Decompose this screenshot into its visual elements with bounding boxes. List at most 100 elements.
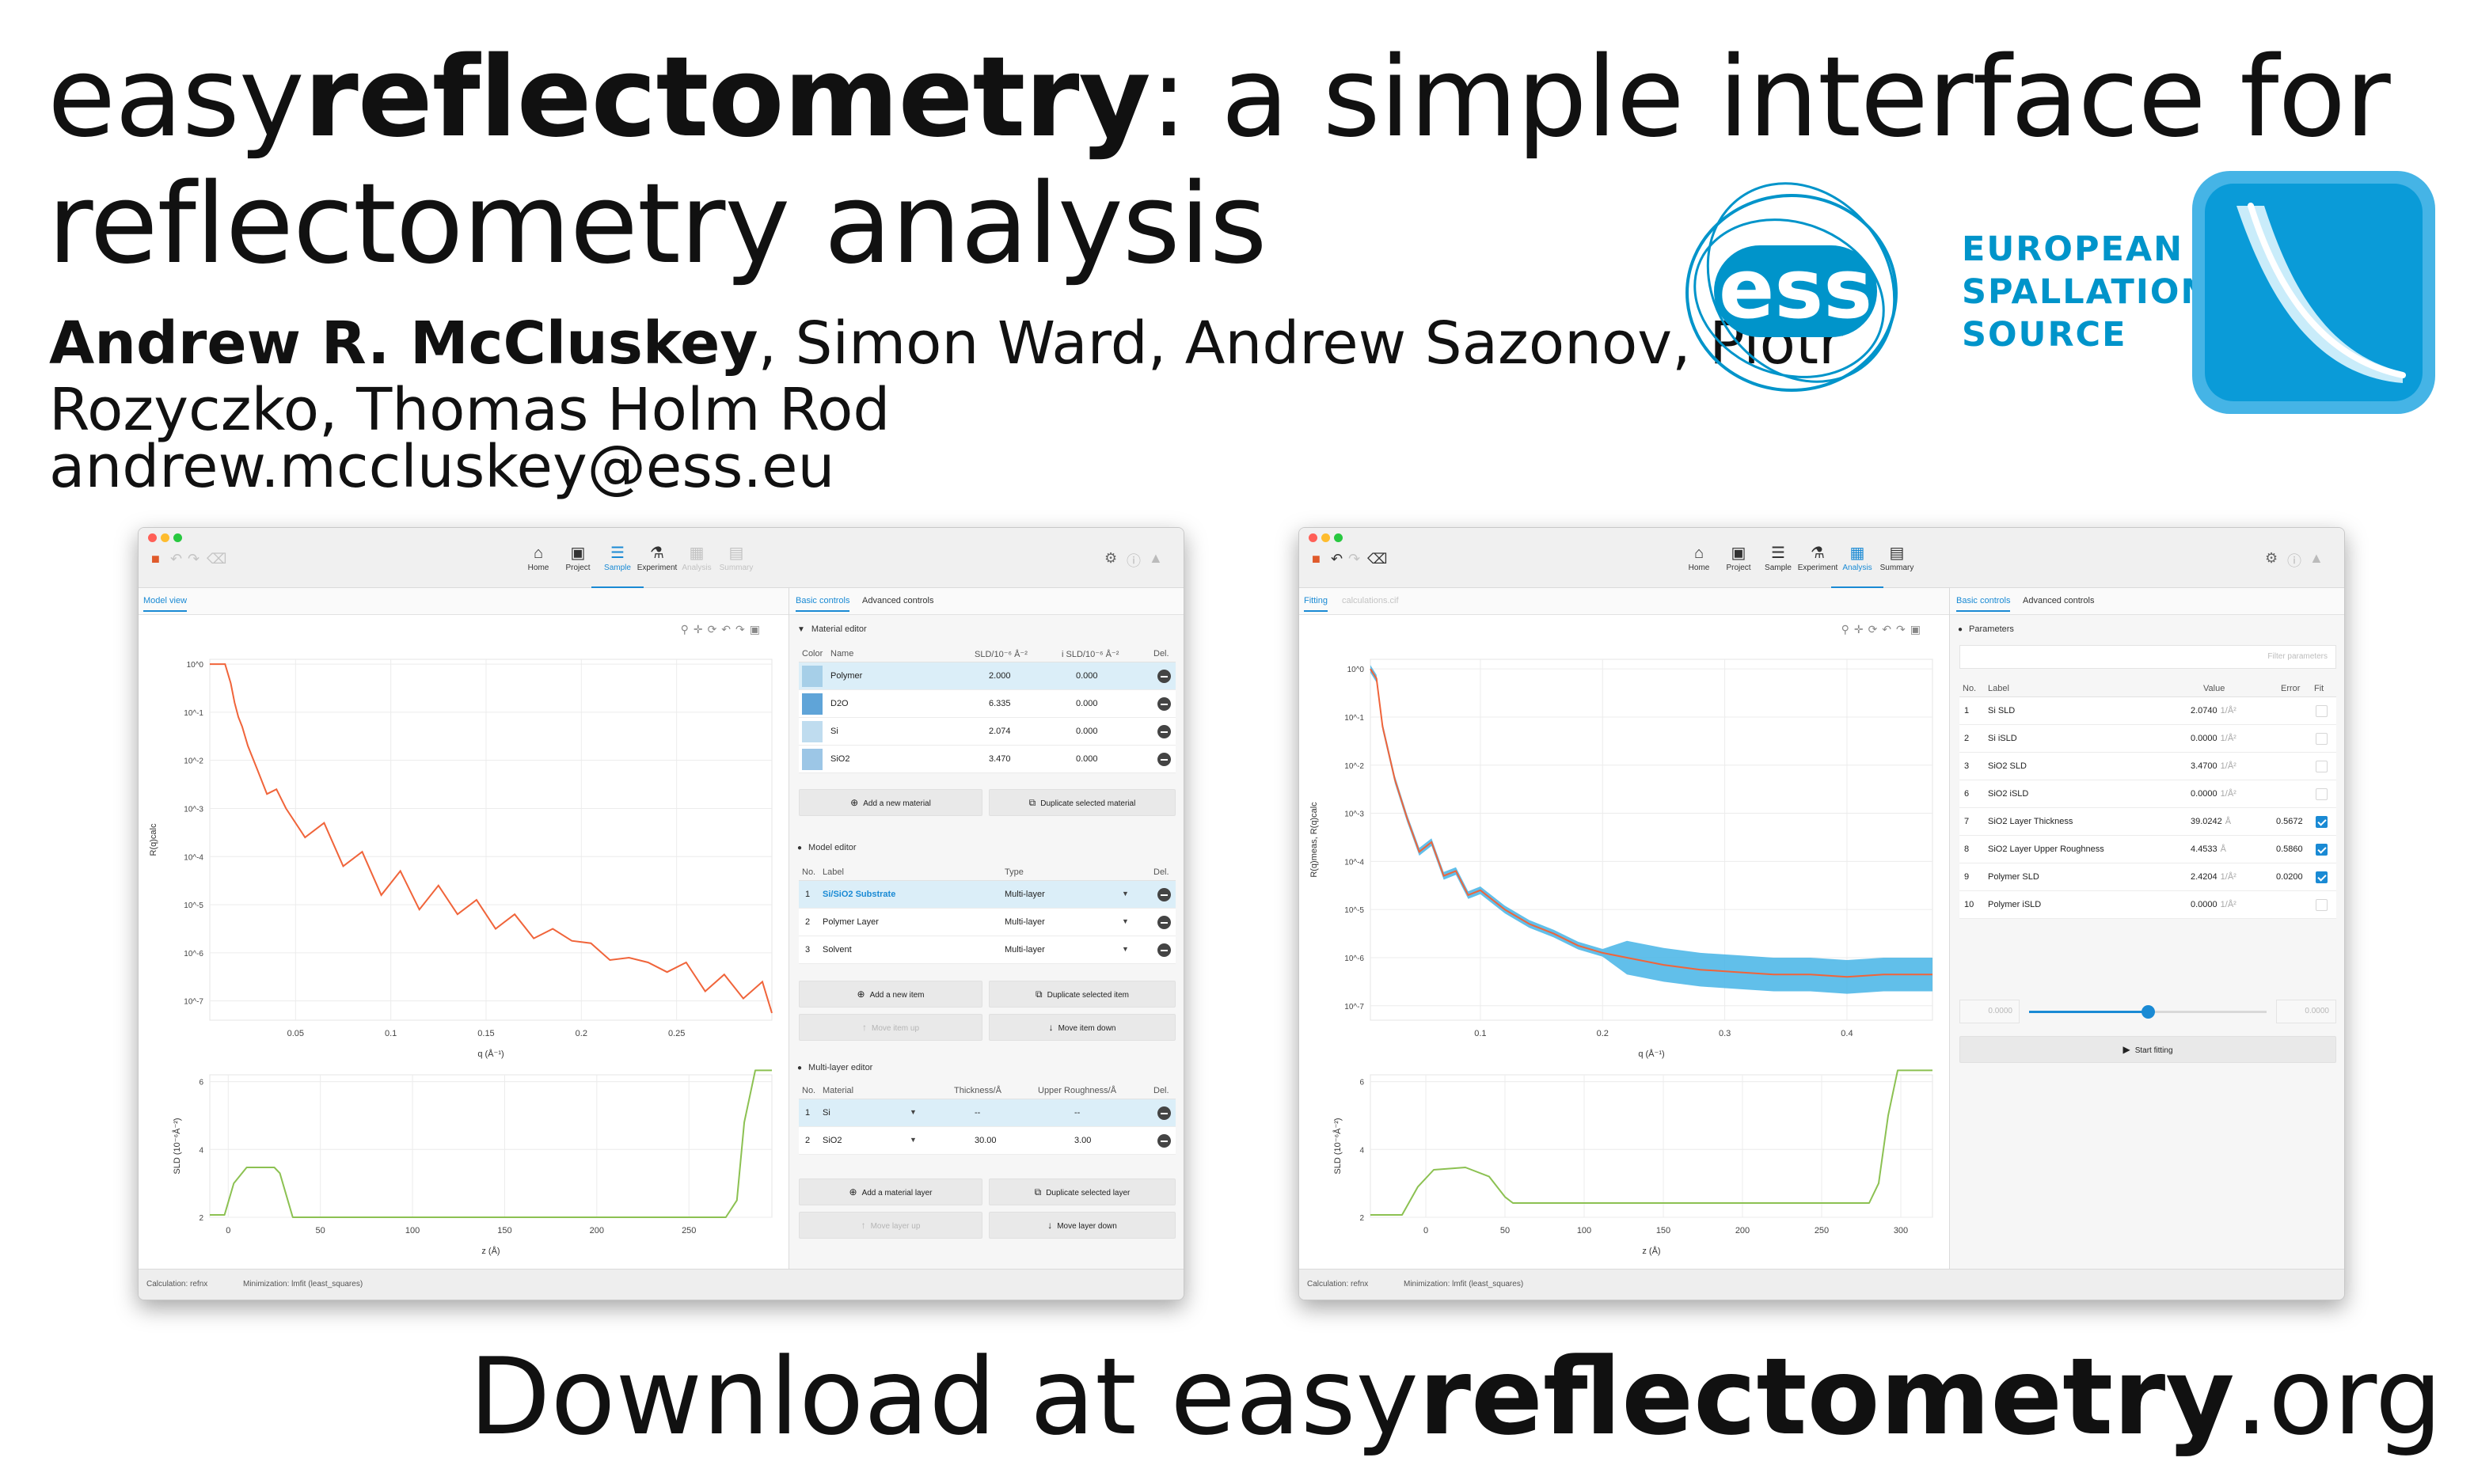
export-icon[interactable]: ▣ bbox=[749, 623, 765, 636]
clear-icon[interactable]: ⌫ bbox=[207, 551, 227, 567]
save-icon[interactable]: ■ bbox=[1312, 551, 1321, 567]
table-row[interactable]: 1 Si SLD 2.0740 1/Å² bbox=[1959, 697, 2336, 725]
tab-experiment[interactable]: ⚗ Experiment bbox=[1792, 539, 1844, 588]
item-type-select[interactable]: Multi-layer bbox=[1005, 945, 1045, 955]
table-row[interactable]: 3 Solvent Multi-layer ▼ bbox=[799, 936, 1176, 964]
tab-fitting[interactable]: Fitting bbox=[1304, 596, 1328, 612]
parameter-label[interactable]: SiO2 iSLD bbox=[1988, 789, 2029, 799]
parameter-slider-handle[interactable] bbox=[2141, 1005, 2155, 1019]
chevron-down-icon[interactable]: ▼ bbox=[1122, 890, 1129, 898]
layer-material-select[interactable]: SiO2 bbox=[823, 1136, 842, 1145]
move-layer-down-button[interactable]: ↓ Move layer down bbox=[989, 1212, 1176, 1239]
material-isld[interactable]: 0.000 bbox=[1076, 754, 1098, 764]
tab-calculations-cif[interactable]: calculations.cif bbox=[1342, 596, 1399, 605]
slider-min-field[interactable]: 0.0000 bbox=[1959, 1000, 2020, 1023]
item-label[interactable]: Polymer Layer bbox=[823, 917, 879, 927]
parameters-title[interactable]: ● Parameters bbox=[1958, 624, 2014, 634]
material-sld[interactable]: 2.000 bbox=[989, 671, 1011, 681]
help-icon[interactable]: ⓘ bbox=[1127, 553, 1141, 569]
clear-icon[interactable]: ⌫ bbox=[1367, 551, 1388, 567]
parameter-value[interactable]: 2.0740 1/Å² bbox=[2191, 706, 2236, 715]
item-type-select[interactable]: Multi-layer bbox=[1005, 917, 1045, 927]
slider-max-field[interactable]: 0.0000 bbox=[2276, 1000, 2336, 1023]
fit-checkbox[interactable] bbox=[2316, 844, 2328, 856]
parameter-value[interactable]: 39.0242 Å bbox=[2191, 817, 2231, 826]
table-row[interactable]: 1 Si ▼ -- -- bbox=[799, 1099, 1176, 1127]
table-row[interactable]: Si 2.074 0.000 bbox=[799, 718, 1176, 746]
tab-advanced-controls[interactable]: Advanced controls bbox=[2023, 596, 2095, 605]
table-row[interactable]: D2O 6.335 0.000 bbox=[799, 690, 1176, 718]
tab-sample[interactable]: ☰ Sample bbox=[591, 539, 644, 588]
chevron-down-icon[interactable]: ▼ bbox=[910, 1108, 917, 1116]
layer-roughness[interactable]: 3.00 bbox=[1074, 1136, 1092, 1145]
undo-icon[interactable]: ↶ bbox=[1331, 551, 1343, 567]
table-row[interactable]: SiO2 3.470 0.000 bbox=[799, 746, 1176, 773]
add-material-button[interactable]: ⊕ Add a new material bbox=[799, 789, 982, 816]
tab-home[interactable]: ⌂ Home bbox=[512, 539, 564, 588]
tab-summary[interactable]: ▤ Summary bbox=[710, 539, 762, 588]
layer-material-select[interactable]: Si bbox=[823, 1108, 830, 1118]
fit-checkbox[interactable] bbox=[2316, 788, 2328, 800]
parameter-error[interactable]: 0.5672 bbox=[2276, 817, 2303, 826]
table-row[interactable]: 2 SiO2 ▼ 30.00 3.00 bbox=[799, 1127, 1176, 1155]
item-type-select[interactable]: Multi-layer bbox=[1005, 890, 1045, 899]
tab-model-view[interactable]: Model view bbox=[143, 596, 188, 612]
item-label[interactable]: Si/SiO2 Substrate bbox=[823, 890, 896, 899]
parameter-number[interactable]: 7 bbox=[1964, 817, 1970, 826]
material-isld[interactable]: 0.000 bbox=[1076, 699, 1098, 708]
layer-roughness[interactable]: -- bbox=[1074, 1108, 1081, 1118]
zoom-icon[interactable]: ⚲ bbox=[680, 623, 694, 636]
undo-view-icon[interactable]: ↶ bbox=[721, 623, 736, 636]
reset-icon[interactable]: ⟳ bbox=[707, 623, 722, 636]
color-swatch[interactable] bbox=[802, 693, 823, 715]
material-name[interactable]: D2O bbox=[830, 699, 849, 708]
tab-project[interactable]: ▣ Project bbox=[552, 539, 604, 588]
parameter-value[interactable]: 3.4700 1/Å² bbox=[2191, 761, 2236, 771]
pan-icon[interactable]: ✛ bbox=[1853, 623, 1868, 636]
fit-checkbox[interactable] bbox=[2316, 899, 2328, 911]
multilayer-editor-title[interactable]: ● Multi-layer editor bbox=[797, 1063, 872, 1072]
material-name[interactable]: SiO2 bbox=[830, 754, 850, 764]
help-icon[interactable]: ⓘ bbox=[2287, 553, 2301, 569]
move-layer-up-button[interactable]: ↑ Move layer up bbox=[799, 1212, 982, 1239]
gear-icon[interactable]: ⚙ bbox=[1104, 550, 1118, 566]
contact-email[interactable]: andrew.mccluskey@ess.eu bbox=[49, 433, 835, 501]
close-window-button[interactable] bbox=[148, 533, 157, 542]
parameter-label[interactable]: Polymer SLD bbox=[1988, 872, 2039, 882]
minimize-window-button[interactable] bbox=[161, 533, 169, 542]
tab-project[interactable]: ▣ Project bbox=[1712, 539, 1765, 588]
pan-icon[interactable]: ✛ bbox=[693, 623, 708, 636]
reset-icon[interactable]: ⟳ bbox=[1868, 623, 1883, 636]
item-number[interactable]: 3 bbox=[805, 945, 811, 955]
delete-icon[interactable] bbox=[1157, 888, 1171, 901]
parameter-label[interactable]: SiO2 SLD bbox=[1988, 761, 2027, 771]
chevron-down-icon[interactable]: ▼ bbox=[910, 1136, 917, 1144]
redo-icon[interactable]: ↷ bbox=[188, 551, 200, 567]
parameter-value[interactable]: 0.0000 1/Å² bbox=[2191, 789, 2236, 799]
parameter-error[interactable]: 0.0200 bbox=[2276, 872, 2303, 882]
add-item-button[interactable]: ⊕ Add a new item bbox=[799, 981, 982, 1008]
tab-analysis[interactable]: ▦ Analysis bbox=[1831, 539, 1883, 588]
parameter-error[interactable]: 0.5860 bbox=[2276, 844, 2303, 854]
minimize-window-button[interactable] bbox=[1321, 533, 1330, 542]
fit-checkbox[interactable] bbox=[2316, 871, 2328, 883]
delete-icon[interactable] bbox=[1157, 697, 1171, 711]
parameter-value[interactable]: 4.4533 Å bbox=[2191, 844, 2226, 854]
save-icon[interactable]: ■ bbox=[151, 551, 160, 567]
material-name[interactable]: Polymer bbox=[830, 671, 863, 681]
parameter-label[interactable]: Polymer iSLD bbox=[1988, 900, 2042, 909]
move-item-up-button[interactable]: ↑ Move item up bbox=[799, 1014, 982, 1041]
layer-thickness[interactable]: 30.00 bbox=[975, 1136, 997, 1145]
table-row[interactable]: Polymer 2.000 0.000 bbox=[799, 662, 1176, 690]
parameter-number[interactable]: 8 bbox=[1964, 844, 1970, 854]
move-item-down-button[interactable]: ↓ Move item down bbox=[989, 1014, 1176, 1041]
tab-advanced-controls[interactable]: Advanced controls bbox=[862, 596, 934, 605]
parameter-number[interactable]: 2 bbox=[1964, 734, 1970, 743]
duplicate-layer-button[interactable]: ⧉ Duplicate selected layer bbox=[989, 1178, 1176, 1205]
tab-sample[interactable]: ☰ Sample bbox=[1752, 539, 1804, 588]
table-row[interactable]: 3 SiO2 SLD 3.4700 1/Å² bbox=[1959, 753, 2336, 780]
layer-thickness[interactable]: -- bbox=[975, 1108, 981, 1118]
layer-number[interactable]: 2 bbox=[805, 1136, 811, 1145]
fit-checkbox[interactable] bbox=[2316, 761, 2328, 772]
download-suffix[interactable]: .org bbox=[2234, 1335, 2442, 1459]
